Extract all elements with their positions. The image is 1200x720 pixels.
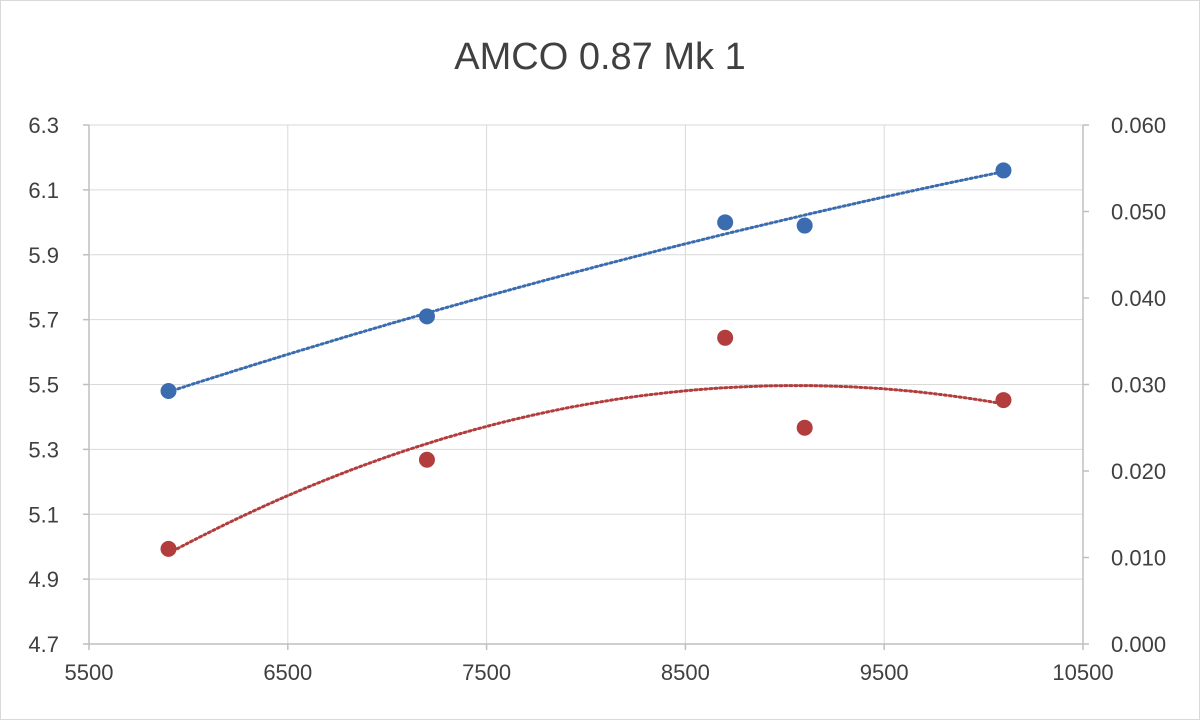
trendline-series-2	[167, 384, 1005, 555]
data-point-series-1	[160, 382, 177, 399]
data-points	[160, 162, 1012, 557]
trendline-series-1	[167, 170, 1005, 394]
data-point-series-2	[418, 451, 435, 468]
axis-lines	[83, 124, 1089, 650]
data-point-series-1	[717, 214, 734, 231]
y-tick-labels: 4.7 4.9 5.1 5.3 5.5 5.7 5.9 6.1 6.3	[28, 113, 59, 657]
chart-title: AMCO 0.87 Mk 1	[454, 36, 746, 78]
x-tick-label: 8500	[661, 660, 710, 685]
y2-tick-label: 0.020	[1111, 459, 1166, 484]
y-tick-label: 6.1	[28, 178, 59, 203]
grid-lines	[88, 124, 1084, 645]
y-tick-label: 5.5	[28, 373, 59, 398]
x-tick-label: 9500	[860, 660, 909, 685]
x-tick-labels: 5500 6500 7500 8500 9500 10500	[65, 660, 1114, 685]
y2-tick-label: 0.030	[1111, 373, 1166, 398]
y2-tick-label: 0.060	[1111, 113, 1166, 138]
y2-tick-label: 0.010	[1111, 546, 1166, 571]
data-point-series-1	[796, 217, 813, 234]
y2-tick-label: 0.040	[1111, 286, 1166, 311]
data-point-series-1	[995, 162, 1012, 179]
x-tick-label: 6500	[263, 660, 312, 685]
y-tick-label: 5.9	[28, 243, 59, 268]
data-point-series-1	[418, 308, 435, 325]
data-point-series-2	[796, 419, 813, 436]
data-point-series-2	[717, 329, 734, 346]
y-tick-label: 5.1	[28, 502, 59, 527]
y2-tick-labels: 0.000 0.010 0.020 0.030 0.040 0.050 0.060	[1111, 113, 1166, 657]
y-tick-label: 5.3	[28, 437, 59, 462]
data-point-series-2	[160, 540, 177, 557]
x-tick-label: 5500	[65, 660, 114, 685]
y2-tick-label: 0.000	[1111, 632, 1166, 657]
trendlines	[167, 170, 1005, 555]
data-point-series-2	[995, 392, 1012, 409]
x-tick-label: 7500	[462, 660, 511, 685]
y-tick-label: 4.7	[28, 632, 59, 657]
y2-tick-label: 0.050	[1111, 200, 1166, 225]
y-tick-label: 5.7	[28, 308, 59, 333]
x-tick-label: 10500	[1052, 660, 1113, 685]
y-tick-label: 6.3	[28, 113, 59, 138]
y-tick-label: 4.9	[28, 567, 59, 592]
